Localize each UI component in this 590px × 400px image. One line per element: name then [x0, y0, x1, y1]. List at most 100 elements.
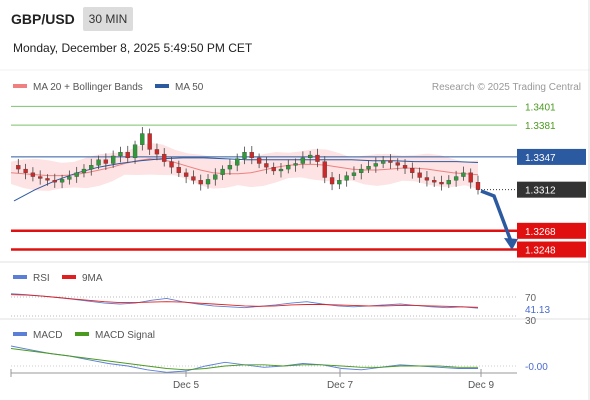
rsi-value-label: 41.13: [525, 305, 550, 316]
candle-body: [242, 152, 247, 159]
candle-body: [453, 176, 459, 181]
candle-body: [359, 168, 364, 173]
candle-body: [103, 159, 109, 164]
price-tag-1.3347: [517, 148, 586, 165]
rsi-lines-layer: [10, 293, 479, 309]
candle-body: [16, 165, 21, 170]
copyright-text: Research © 2025 Trading Central: [432, 82, 581, 93]
candle-body: [432, 180, 437, 183]
candle-body: [45, 178, 50, 181]
candle-body: [30, 172, 36, 177]
rsi-9ma-line: [10, 294, 479, 308]
rsi-30-label: 30: [525, 316, 537, 327]
candle-body: [67, 176, 72, 180]
macd-line: [10, 345, 478, 373]
time-axis-labels: Dec 5 Dec 7 Dec 9: [173, 369, 495, 391]
candle-body: [278, 168, 284, 172]
candle-body: [140, 133, 145, 145]
price-tags-layer: 1.3401 1.3381 1.3347 1.3312 1.3268 1.3248: [517, 102, 586, 258]
forecast-arrow-head: [504, 238, 518, 250]
candle-body: [388, 160, 393, 163]
candle-body: [395, 162, 400, 166]
candle-body: [125, 152, 130, 159]
candle-body: [300, 157, 306, 164]
candle-body: [132, 144, 138, 159]
candle-body: [205, 179, 211, 185]
candle-body: [147, 133, 152, 150]
datetime-label: Monday, December 8, 2025 5:49:50 PM CET: [13, 41, 253, 55]
candle-body: [198, 180, 203, 185]
rsi-9ma-legend-label: 9MA: [82, 273, 103, 284]
candle-body: [351, 172, 357, 176]
main-legend: MA 20 + Bollinger Bands MA 50 Research ©…: [13, 82, 581, 93]
macd-signal-legend-label: MACD Signal: [95, 330, 155, 341]
candle-body: [337, 180, 342, 185]
macd-legend-label: MACD: [33, 330, 62, 341]
candle-body: [410, 167, 415, 173]
ma20-line: [10, 158, 479, 177]
rsi-legend: RSI 9MA: [13, 273, 103, 284]
ma20-legend-label: MA 20 + Bollinger Bands: [33, 82, 143, 93]
candle-body: [424, 177, 430, 181]
price-tag-text-1.3268: 1.3268: [525, 227, 556, 238]
candle-body: [329, 177, 335, 185]
time-axis-label: Dec 7: [327, 380, 354, 391]
candle-body: [59, 179, 65, 183]
candle-body: [220, 168, 225, 175]
candle-body: [271, 167, 276, 172]
candles-layer: [16, 127, 481, 195]
candle-body: [402, 165, 408, 169]
candle-body: [74, 172, 79, 177]
macd-legend: MACD MACD Signal: [13, 330, 155, 341]
price-tag-1.3312: [517, 181, 586, 198]
rsi-legend-swatch: [13, 275, 27, 279]
candle-body: [81, 168, 87, 173]
candle-body: [183, 172, 189, 177]
candle-body: [286, 165, 291, 170]
candle-body: [446, 180, 451, 185]
candle-body: [439, 182, 444, 185]
candle-body: [373, 163, 378, 167]
price-tag-text-1.3312: 1.3312: [525, 186, 556, 197]
candle-body: [235, 158, 240, 166]
candle-body: [162, 153, 167, 162]
candle-body: [468, 172, 473, 183]
macd-signal-legend-swatch: [75, 332, 89, 336]
candle-body: [213, 174, 218, 180]
candle-body: [52, 180, 57, 183]
candle-body: [169, 161, 174, 168]
candle-body: [111, 155, 116, 164]
candle-body: [249, 152, 254, 159]
rsi-line: [10, 293, 479, 309]
levels-layer: [11, 105, 517, 251]
price-tag-text-1.3347: 1.3347: [525, 153, 556, 164]
candle-body: [461, 172, 466, 177]
candle-body: [23, 168, 28, 173]
symbol-label: GBP/USD: [11, 11, 75, 27]
candle-body: [191, 176, 196, 181]
price-tag-1.3268: [517, 222, 586, 239]
macd-value-label: -0.00: [525, 362, 548, 373]
candle-body: [308, 154, 313, 159]
time-axis-label: Dec 5: [173, 380, 200, 391]
ma50-legend-swatch: [155, 84, 169, 88]
candle-body: [417, 172, 422, 178]
macd-legend-swatch: [13, 332, 27, 336]
macd-lines-layer: [10, 345, 478, 373]
ma50-legend-label: MA 50: [175, 82, 204, 93]
rsi-legend-label: RSI: [33, 273, 50, 284]
candle-body: [38, 176, 43, 179]
candle-body: [256, 157, 262, 164]
time-axis-label: Dec 9: [468, 380, 495, 391]
forecast-arrow: [480, 189, 518, 250]
candle-body: [344, 175, 349, 181]
candle-body: [176, 167, 181, 173]
rsi-70-label: 70: [525, 293, 537, 304]
timeframe-button[interactable]: 30 MIN: [83, 7, 133, 31]
macd-signal-line: [10, 348, 478, 371]
chart-header: GBP/USD 30 MIN Monday, December 8, 2025 …: [0, 0, 590, 70]
candle-body: [315, 154, 320, 162]
candle-body: [475, 182, 481, 190]
candle-body: [366, 166, 371, 170]
